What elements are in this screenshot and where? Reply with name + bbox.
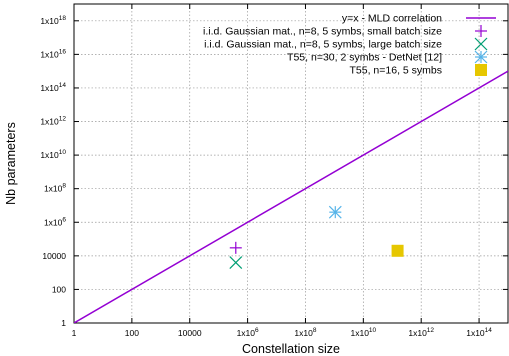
marker-fill [391, 244, 404, 257]
y-tick-labels: 1 100 10000 1x106 1x108 1x1010 1x1012 1x1014 1x1… [40, 15, 66, 328]
y-tick-label: 100 [52, 284, 66, 294]
y-tick-label: 10000 [42, 251, 66, 261]
x-tick-label: 10000 [178, 328, 202, 338]
y-tick-label: 1x106 [44, 216, 66, 227]
series-5-point [391, 244, 404, 257]
legend-marker-sample [474, 50, 488, 64]
series-4-point [328, 205, 342, 219]
y-tick-label: 1x108 [44, 183, 66, 194]
y-tick-label: 1x1012 [40, 116, 66, 127]
series-3-point [229, 256, 243, 269]
y-tick-label: 1 [61, 318, 66, 328]
marker-stroke [474, 37, 488, 51]
series-2-point [229, 241, 242, 254]
plot-area [74, 70, 508, 323]
plot-frame [73, 3, 509, 324]
y-tick-label: 1x1010 [40, 149, 66, 160]
legend-marker-sample [475, 25, 487, 37]
marker-fill [475, 64, 487, 76]
y-tick-label: 1x1016 [40, 48, 66, 59]
ticks [73, 4, 508, 324]
x-tick-label: 100 [125, 328, 139, 338]
legend-marker-sample [474, 37, 488, 51]
x-tick-label: 1x1014 [466, 327, 492, 338]
legend-label: T55, n=30, 2 symbs - DetNet [12] [287, 52, 442, 64]
x-tick-label: 1x106 [237, 327, 259, 338]
legend-label: T55, n=16, 5 symbs [349, 65, 442, 77]
x-axis-label: Constellation size [242, 342, 340, 356]
x-tick-label: 1x108 [294, 327, 316, 338]
y-tick-label: 1x1018 [40, 15, 66, 26]
legend-marker-sample [475, 64, 487, 76]
marker-stroke [474, 50, 488, 64]
legend-label: y=x - MLD correlation [342, 13, 442, 25]
x-tick-label: 1x1012 [408, 327, 434, 338]
x-tick-label: 1x1010 [350, 327, 376, 338]
legend-label: i.i.d. Gaussian mat., n=8, 5 symbs, larg… [204, 39, 442, 51]
x-tick-label: 1 [72, 328, 77, 338]
x-tick-labels: 1 100 10000 1x106 1x108 1x1010 1x1012 1x1014 [72, 327, 493, 338]
y-axis-label: Nb parameters [4, 122, 18, 205]
marker-stroke [229, 256, 243, 269]
marker-stroke [328, 205, 342, 219]
series-1-line [74, 70, 508, 323]
y-tick-label: 1x1014 [40, 82, 66, 93]
legend-label: i.i.d. Gaussian mat., n=8, 5 symbs, smal… [203, 26, 442, 38]
